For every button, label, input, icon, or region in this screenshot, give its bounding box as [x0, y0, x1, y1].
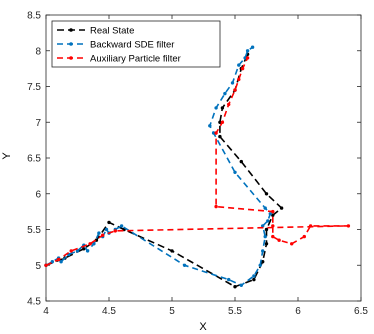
series-point: [50, 260, 54, 264]
series-point: [240, 66, 245, 71]
series-point: [277, 238, 281, 242]
series-point: [346, 224, 351, 228]
x-axis: 4 4.5 5 5.5 6 6.5: [43, 15, 368, 317]
legend: Real State Backward SDE filter Auxiliary P…: [51, 20, 221, 68]
series-point: [44, 263, 48, 267]
series-point: [218, 134, 222, 139]
series-point: [170, 249, 174, 253]
series-point: [227, 102, 231, 107]
y-tick-label: 5: [35, 261, 41, 272]
series-point: [250, 45, 255, 49]
series-point: [92, 242, 96, 246]
series-point: [107, 220, 111, 225]
series-point: [218, 120, 222, 125]
series-point: [245, 56, 250, 60]
series-point: [75, 249, 80, 253]
series-point: [261, 224, 265, 228]
series-point: [271, 213, 275, 217]
series-point: [233, 285, 237, 289]
series-point: [182, 263, 187, 267]
series-point: [271, 209, 275, 214]
y-tick-label: 8: [35, 46, 41, 57]
series-point: [245, 49, 250, 53]
series-point: [223, 91, 227, 96]
series-point: [264, 242, 269, 246]
series-point: [101, 233, 105, 237]
y-tick-label: 4.5: [27, 297, 41, 308]
series-point: [211, 131, 216, 135]
legend-label: Auxiliary Particle filter: [90, 54, 181, 65]
series-point: [243, 56, 247, 60]
series-point: [308, 224, 313, 228]
series-point: [214, 131, 218, 135]
legend-label: Real State: [90, 26, 134, 37]
series-line: [45, 53, 283, 288]
series-point: [230, 81, 235, 85]
y-tick-label: 8.5: [27, 11, 41, 22]
series-point: [263, 206, 267, 210]
series-point: [271, 224, 275, 228]
y-tick-label: 6.5: [27, 154, 41, 165]
auxiliary-particle-series: [44, 56, 351, 267]
series-point: [261, 260, 265, 264]
series-point: [233, 170, 237, 174]
x-tick-label: 6: [295, 306, 301, 317]
x-tick-label: 4.5: [102, 306, 116, 317]
series-point: [302, 234, 306, 239]
series-point: [214, 106, 218, 110]
y-tick-label: 5.5: [27, 225, 41, 236]
series-point: [239, 159, 243, 164]
series-point: [85, 249, 90, 253]
x-axis-label: X: [199, 321, 207, 333]
series-point: [220, 106, 225, 110]
series-point: [82, 247, 86, 251]
series-point: [268, 212, 272, 216]
series-point: [252, 277, 256, 282]
series-point: [113, 229, 118, 233]
y-axis-label: Y: [1, 152, 13, 160]
series-point: [261, 249, 265, 253]
series-point: [237, 77, 241, 82]
series-point: [59, 260, 63, 264]
series-point: [56, 257, 61, 262]
series-line: [45, 57, 349, 267]
series-point: [271, 234, 275, 239]
series-point: [119, 224, 124, 228]
series-point: [239, 283, 243, 287]
series-point: [208, 124, 212, 128]
x-tick-label: 6.5: [354, 306, 368, 317]
series-point: [94, 238, 99, 242]
series-point: [252, 274, 256, 278]
y-tick-label: 7: [35, 118, 41, 129]
series-point: [290, 242, 294, 246]
legend-marker: [69, 42, 73, 46]
series-point: [263, 234, 267, 239]
series-point: [97, 231, 101, 235]
series-layer: [44, 45, 351, 289]
legend-marker: [69, 28, 73, 32]
legend-label: Backward SDE filter: [90, 40, 174, 51]
y-tick-label: 7.5: [27, 82, 41, 93]
series-point: [233, 88, 237, 92]
series-point: [69, 249, 73, 253]
series-point: [227, 277, 231, 282]
series-point: [214, 204, 218, 209]
x-tick-label: 5: [169, 306, 175, 317]
y-axis: 4.5 5 5.5 6 6.5 7 7.5 8 8.5: [27, 11, 361, 308]
series-point: [279, 206, 284, 210]
series-point: [88, 242, 92, 246]
series-point: [220, 120, 225, 125]
series-point: [104, 227, 109, 232]
series-point: [237, 63, 241, 67]
x-tick-label: 4: [43, 306, 49, 317]
series-point: [266, 219, 270, 223]
y-tick-label: 6: [35, 189, 41, 200]
series-point: [264, 227, 269, 232]
x-tick-label: 5.5: [228, 306, 242, 317]
series-point: [264, 192, 269, 196]
legend-marker: [69, 56, 73, 60]
series-point: [258, 263, 262, 267]
